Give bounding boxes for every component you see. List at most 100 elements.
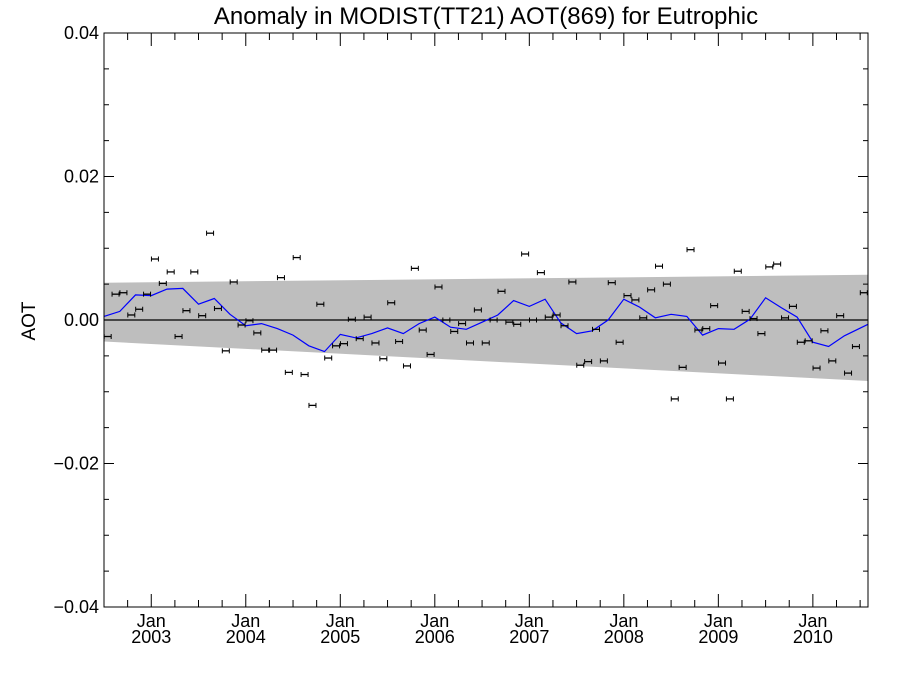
x-tick-year: 2008	[604, 627, 644, 647]
anomaly-point	[465, 340, 474, 346]
x-tick-year: 2007	[509, 627, 549, 647]
anomaly-points-layer	[103, 230, 868, 408]
anomaly-point	[804, 338, 813, 344]
anomaly-point	[844, 370, 853, 376]
anomaly-point	[182, 308, 191, 314]
anomaly-point	[198, 313, 207, 319]
anomaly-point	[339, 341, 348, 347]
anomaly-point	[245, 318, 254, 324]
anomaly-point	[812, 365, 821, 371]
anomaly-point	[434, 284, 443, 290]
anomaly-point	[528, 317, 537, 323]
x-tick-month: Jan	[609, 611, 638, 631]
anomaly-point	[749, 316, 758, 322]
anomaly-point	[166, 269, 175, 275]
anomaly-point	[544, 314, 553, 320]
anomaly-point	[213, 306, 222, 312]
anomaly-point	[773, 261, 782, 267]
anomaly-point	[292, 255, 301, 261]
anomaly-point	[261, 347, 270, 353]
anomaly-point	[584, 359, 593, 365]
y-tick-label: −0.02	[53, 454, 99, 474]
anomaly-point	[324, 355, 333, 361]
anomaly-point	[521, 251, 530, 257]
anomaly-point	[592, 326, 601, 332]
y-tick-label: −0.04	[53, 597, 99, 617]
anomaly-point	[741, 308, 750, 314]
anomaly-point	[599, 358, 608, 364]
anomaly-point	[655, 263, 664, 269]
anomaly-point	[127, 312, 136, 318]
anomaly-point	[190, 269, 199, 275]
anomaly-point	[851, 344, 860, 350]
anomaly-point	[568, 279, 577, 285]
anomaly-point	[300, 372, 309, 378]
anomaly-point	[347, 316, 356, 322]
anomaly-point	[733, 268, 742, 274]
anomaly-point	[820, 328, 829, 334]
anomaly-point	[143, 291, 152, 297]
running-mean-layer	[103, 287, 869, 353]
anomaly-point	[702, 326, 711, 332]
anomaly-point	[607, 280, 616, 286]
x-tick-month: Jan	[231, 611, 260, 631]
anomaly-point	[410, 265, 419, 271]
anomaly-point	[489, 317, 498, 323]
anomaly-point	[371, 340, 380, 346]
anomaly-point	[647, 287, 656, 293]
anomaly-point	[796, 339, 805, 345]
anomaly-point	[402, 363, 411, 369]
anomaly-point	[269, 347, 278, 353]
anomaly-point	[497, 288, 506, 294]
anomaly-point	[678, 364, 687, 370]
confidence-band	[104, 274, 868, 381]
anomaly-point	[119, 290, 128, 296]
anomaly-point	[332, 343, 341, 349]
anomaly-point	[781, 315, 790, 321]
x-tick-year: 2006	[415, 627, 455, 647]
axes-layer: 0.040.020.00−0.02−0.04Jan2003Jan2004Jan2…	[53, 23, 868, 647]
anomaly-point	[836, 313, 845, 319]
anomaly-point	[859, 290, 868, 296]
x-tick-month: Jan	[515, 611, 544, 631]
anomaly-point	[788, 303, 797, 309]
x-tick-year: 2010	[793, 627, 833, 647]
x-tick-month: Jan	[704, 611, 733, 631]
anomaly-point	[395, 339, 404, 345]
anomaly-point	[513, 321, 522, 327]
anomaly-point	[442, 317, 451, 323]
x-tick-month: Jan	[798, 611, 827, 631]
anomaly-point	[387, 300, 396, 306]
anomaly-point	[308, 402, 317, 408]
y-tick-label: 0.04	[64, 23, 99, 43]
x-tick-month: Jan	[420, 611, 449, 631]
anomaly-point	[576, 362, 585, 368]
x-tick-year: 2003	[131, 627, 171, 647]
anomaly-point	[473, 307, 482, 313]
anomaly-point	[670, 396, 679, 402]
anomaly-point	[765, 264, 774, 270]
anomaly-point	[623, 293, 632, 299]
y-axis-label: AOT	[19, 301, 40, 340]
anomaly-point	[710, 303, 719, 309]
x-tick-month: Jan	[326, 611, 355, 631]
anomaly-point	[639, 315, 648, 321]
x-tick-year: 2004	[226, 627, 266, 647]
anomaly-point	[718, 360, 727, 366]
anomaly-point	[379, 356, 388, 362]
confidence-band-layer	[104, 274, 868, 381]
y-tick-label: 0.00	[64, 310, 99, 330]
anomaly-point	[552, 312, 561, 318]
anomaly-point	[450, 328, 459, 334]
anomaly-point	[363, 314, 372, 320]
x-tick-year: 2009	[698, 627, 738, 647]
anomaly-point	[284, 369, 293, 375]
anomaly-point	[174, 334, 183, 340]
anomaly-point	[355, 336, 364, 342]
anomaly-point	[237, 322, 246, 328]
anomaly-point	[135, 306, 144, 312]
anomaly-point	[276, 275, 285, 281]
anomaly-point	[150, 256, 159, 262]
anomaly-point	[631, 297, 640, 303]
